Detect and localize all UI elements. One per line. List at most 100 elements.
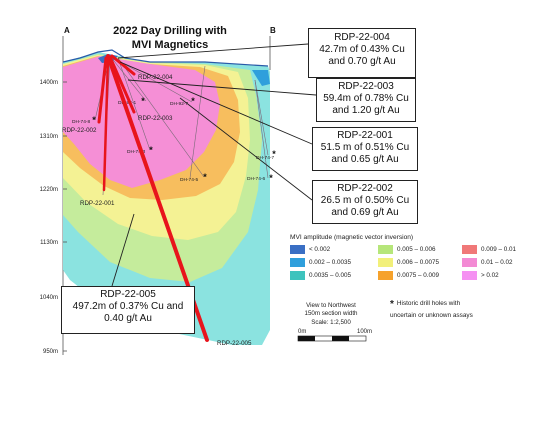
section-width: 150m section width (304, 310, 358, 318)
historic-hole-star: * (141, 96, 145, 106)
trace-label-rdp-22-003: RDP-22-003 (138, 115, 173, 122)
callout-intercept: 26.5 m of 0.50% Cu (320, 195, 410, 207)
historic-hole-star: * (269, 173, 273, 183)
leader-rdp-22-001 (119, 61, 313, 145)
elevation-label: 1040m (40, 295, 58, 301)
legend-item: 0.0075 – 0.009 (378, 271, 462, 280)
leader-rdp-22-002 (179, 97, 313, 201)
scale-bar: 0m 100m (297, 329, 372, 342)
historic-hole-label: DH-74-8 (72, 119, 90, 125)
legend-swatch (378, 245, 393, 254)
legend-swatch (462, 245, 477, 254)
legend-swatch (462, 258, 477, 267)
historic-note-line1: Historic drill holes with (396, 300, 461, 307)
callout-leaders (111, 43, 317, 287)
legend-item: 0.0035 – 0.005 (290, 271, 378, 280)
historic-hole-markers: * * * * * * * (92, 96, 276, 183)
callout-rdp-22-001: RDP-22-001 51.5 m of 0.51% Cu and 0.65 g… (312, 127, 418, 171)
legend-label: 0.006 – 0.0075 (397, 259, 440, 266)
legend-title: MVI amplitude (magnetic vector inversion… (290, 234, 414, 241)
historic-hole-label: DH-74-7 (256, 155, 274, 161)
elevation-label: 1130m (40, 240, 58, 246)
legend-swatch (378, 258, 393, 267)
historic-hole-label: DH-92-7 (170, 101, 188, 107)
callout-hole: RDP-22-002 (337, 183, 393, 194)
trace-label-rdp-22-001: RDP-22-001 (80, 200, 115, 207)
legend-swatch (290, 245, 305, 254)
leader-rdp-22-004 (117, 43, 309, 59)
drill-trace-rdp-22-001 (102, 56, 110, 192)
trace-label-rdp-22-005: RDP-22-005 (217, 340, 252, 347)
legend-grid: < 0.002 0.005 – 0.006 0.009 – 0.01 0.002 – … (290, 245, 540, 280)
diagram-title-line2: MVI Magnetics (132, 39, 208, 51)
callout-rdp-22-004: RDP-22-004 42.7m of 0.43% Cu and 0.70 g/… (308, 28, 416, 78)
callout-intercept: 42.7m of 0.43% Cu (319, 44, 405, 56)
historic-hole-label: DH-74-6 (247, 176, 265, 182)
historic-hole-star: * (191, 96, 195, 106)
legend-item: < 0.002 (290, 245, 378, 254)
callout-intercept: and 0.65 g/t Au (331, 154, 399, 166)
section-end-a: A (64, 26, 70, 35)
legend-label: 0.005 – 0.006 (397, 246, 436, 253)
section-end-b: B (270, 26, 276, 35)
historic-star-icon: * (390, 299, 394, 310)
elevation-label: 1310m (40, 134, 58, 140)
trace-label-rdp-22-002: RDP-22-002 (62, 127, 97, 134)
callout-intercept: 59.4m of 0.78% Cu (323, 93, 409, 105)
legend-swatch (290, 271, 305, 280)
mvi-legend: MVI amplitude (magnetic vector inversion… (290, 234, 540, 280)
map-scale: Scale: 1:2,500 (311, 318, 351, 326)
historic-note-line2: uncertain or unknown assays (390, 311, 473, 319)
legend-label: 0.0035 – 0.005 (309, 272, 352, 279)
callout-intercept: and 0.69 g/t Au (331, 207, 399, 219)
legend-label: < 0.002 (309, 246, 331, 253)
callout-intercept: 0.40 g/t Au (104, 313, 152, 325)
legend-label: > 0.02 (481, 272, 499, 279)
leader-rdp-22-003 (127, 79, 317, 96)
historic-hole-label: DH-74-5 (180, 177, 198, 183)
legend-label: 0.009 – 0.01 (481, 246, 517, 253)
diagram-title-line1: 2022 Day Drilling with (113, 25, 227, 37)
mvi-shells (63, 52, 270, 345)
scale-bar-right-label: 100m (357, 329, 372, 335)
callout-intercept: and 1.20 g/t Au (332, 105, 400, 117)
legend-swatch (290, 258, 305, 267)
legend-label: 0.0075 – 0.009 (397, 272, 440, 279)
legend-item: 0.002 – 0.0035 (290, 258, 378, 267)
callout-rdp-22-003: RDP-22-003 59.4m of 0.78% Cu and 1.20 g/… (316, 78, 416, 122)
historic-hole-star: * (92, 115, 96, 125)
legend-item: 0.01 – 0.02 (462, 258, 540, 267)
legend-item: > 0.02 (462, 271, 540, 280)
elevation-label: 950m (43, 349, 58, 355)
elevation-label: 1400m (40, 80, 58, 86)
legend-swatch (378, 271, 393, 280)
view-note: View to Northwest 150m section width Sca… (296, 302, 366, 327)
callout-intercept: 497.2m of 0.37% Cu and (72, 301, 184, 313)
historic-hole-star: * (149, 145, 153, 155)
elevation-label: 1220m (40, 187, 58, 193)
historic-hole-label: DH-74-3 (127, 149, 145, 155)
legend-item: 0.006 – 0.0075 (378, 258, 462, 267)
view-direction: View to Northwest (306, 302, 356, 309)
legend-swatch (462, 271, 477, 280)
drill-trace-rdp-22-002 (97, 56, 108, 124)
callout-hole: RDP-22-001 (337, 130, 393, 141)
callout-rdp-22-005: RDP-22-005 497.2m of 0.37% Cu and 0.40 g… (61, 286, 195, 334)
callout-rdp-22-002: RDP-22-002 26.5 m of 0.50% Cu and 0.69 g… (312, 180, 418, 224)
historic-hole-label: DH-92-1 (118, 100, 136, 106)
historic-hole-star: * (272, 149, 276, 159)
historic-hole-star: * (203, 172, 207, 182)
legend-label: 0.002 – 0.0035 (309, 259, 352, 266)
legend-item: 0.005 – 0.006 (378, 245, 462, 254)
scale-bar-left-label: 0m (298, 329, 306, 335)
historic-holes-note: * Historic drill holes with uncertain or … (390, 298, 520, 320)
callout-intercept: and 0.70 g/t Au (328, 56, 396, 68)
topography (62, 49, 269, 67)
drill-trace-rdp-22-004 (110, 54, 136, 76)
drill-trace-rdp-22-003 (108, 55, 136, 114)
legend-item: 0.009 – 0.01 (462, 245, 540, 254)
callout-hole: RDP-22-003 (338, 81, 394, 92)
leader-rdp-22-005 (111, 213, 135, 287)
legend-label: 0.01 – 0.02 (481, 259, 513, 266)
